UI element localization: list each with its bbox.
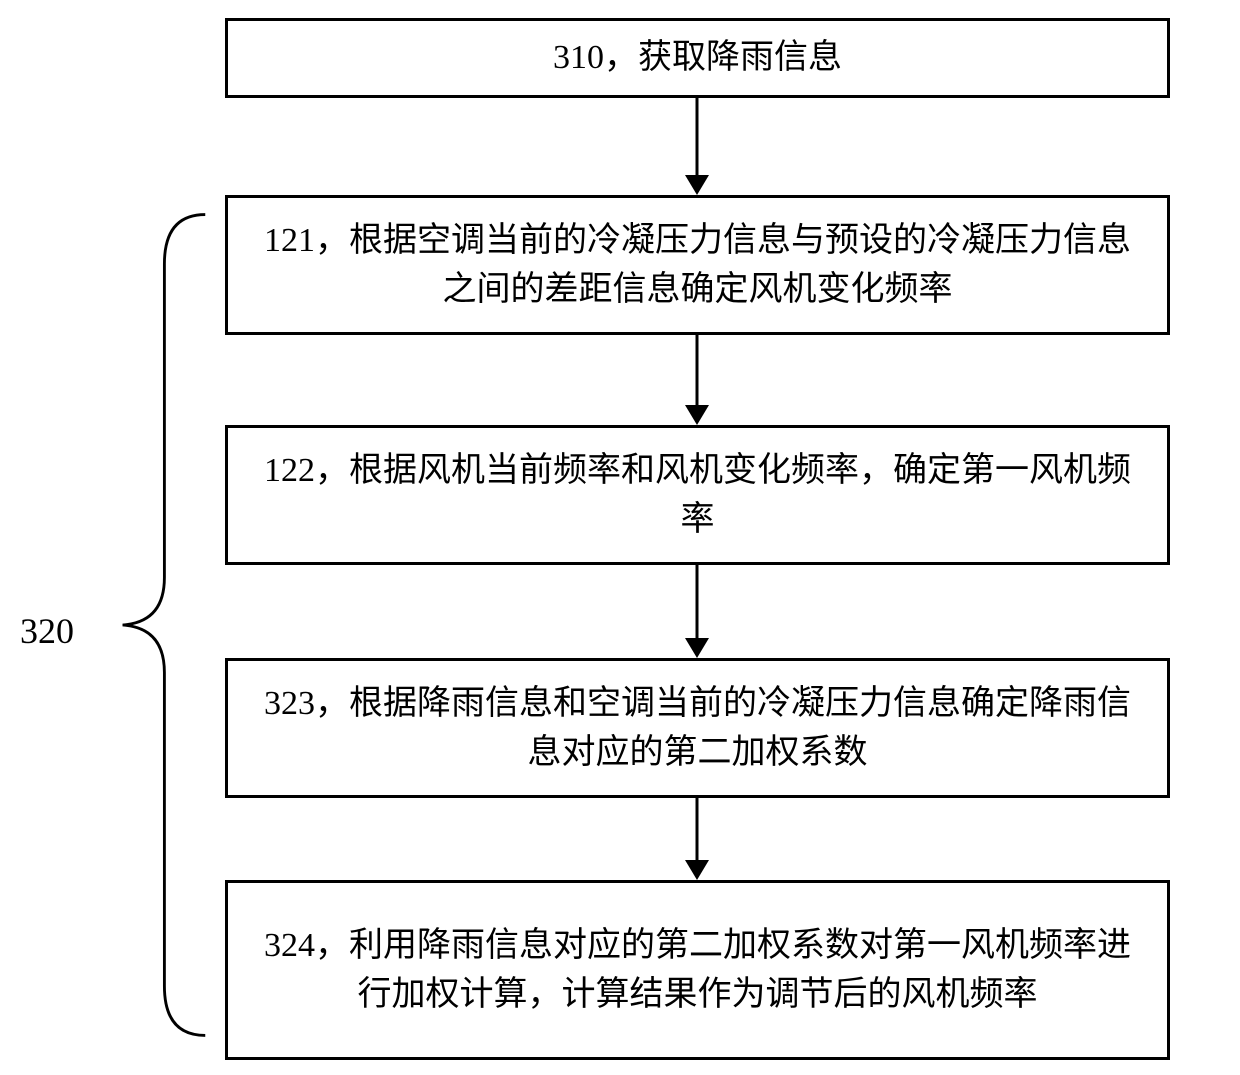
step-121-text: 121，根据空调当前的冷凝压力信息与预设的冷凝压力信息之间的差距信息确定风机变化… (248, 216, 1147, 315)
group-label-320: 320 (20, 610, 74, 652)
step-310: 310，获取降雨信息 (225, 18, 1170, 98)
step-122: 122，根据风机当前频率和风机变化频率，确定第一风机频率 (225, 425, 1170, 565)
arrow-line-3 (696, 798, 699, 862)
arrow-head-1 (685, 405, 709, 425)
arrow-head-2 (685, 638, 709, 658)
arrow-head-0 (685, 175, 709, 195)
step-122-text: 122，根据风机当前频率和风机变化频率，确定第一风机频率 (248, 446, 1147, 545)
step-310-text: 310，获取降雨信息 (553, 33, 842, 82)
step-323-text: 323，根据降雨信息和空调当前的冷凝压力信息确定降雨信息对应的第二加权系数 (248, 679, 1147, 778)
arrow-line-0 (696, 98, 699, 177)
arrow-head-3 (685, 860, 709, 880)
step-121: 121，根据空调当前的冷凝压力信息与预设的冷凝压力信息之间的差距信息确定风机变化… (225, 195, 1170, 335)
step-323: 323，根据降雨信息和空调当前的冷凝压力信息确定降雨信息对应的第二加权系数 (225, 658, 1170, 798)
arrow-line-1 (696, 335, 699, 407)
step-324: 324，利用降雨信息对应的第二加权系数对第一风机频率进行加权计算，计算结果作为调… (225, 880, 1170, 1060)
arrow-line-2 (696, 565, 699, 640)
step-324-text: 324，利用降雨信息对应的第二加权系数对第一风机频率进行加权计算，计算结果作为调… (248, 921, 1147, 1020)
group-bracket (115, 190, 210, 1060)
